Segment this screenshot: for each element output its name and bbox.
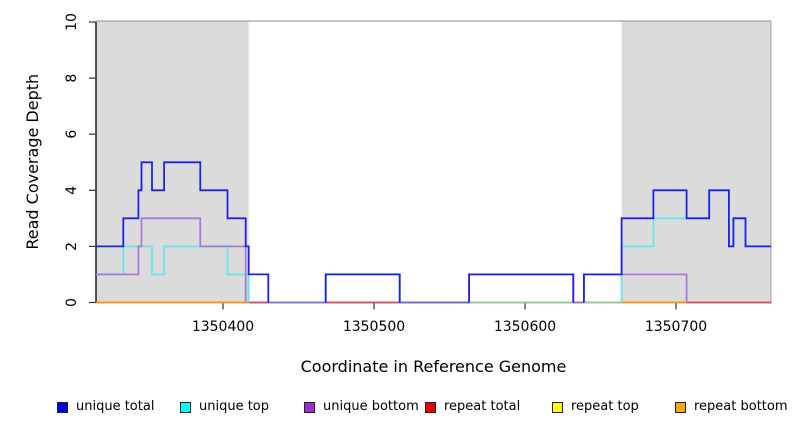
legend-item-unique-bottom: unique bottom xyxy=(304,399,419,415)
series-unique-top xyxy=(96,245,250,303)
legend: unique total unique top unique bottom repea… xyxy=(0,399,792,419)
repeat-region-right xyxy=(621,21,772,303)
series-unique-total xyxy=(324,273,401,303)
legend-swatch-unique-bottom xyxy=(304,401,315,413)
legend-label: unique bottom xyxy=(323,399,419,414)
legend-label: unique top xyxy=(199,399,270,414)
coverage-plot: 0 2 4 6 8 10 1350400 1350500 1350600 1350700 Read … xyxy=(23,13,772,376)
legend-swatch-repeat-top xyxy=(552,401,563,413)
legend-item-unique-top: unique top xyxy=(180,399,269,415)
legend-item-unique-total: unique total xyxy=(57,399,154,415)
legend-label: unique total xyxy=(76,399,155,414)
legend-label: repeat total xyxy=(444,399,521,414)
series-unique-total xyxy=(583,189,772,303)
legend-item-repeat-top: repeat top xyxy=(552,399,639,415)
legend-item-repeat-bottom: repeat bottom xyxy=(675,399,788,415)
series-unique-total xyxy=(96,161,270,303)
legend-swatch-unique-top xyxy=(180,401,191,413)
x-tick-label: 1350400 xyxy=(192,319,254,335)
legend-swatch-unique-total xyxy=(57,401,68,413)
series-unique-bottom xyxy=(468,273,575,303)
coverage-plot-svg: 0 2 4 6 8 10 1350400 1350500 1350600 1350700 Read … xyxy=(23,13,772,376)
x-tick-label: 1350600 xyxy=(494,319,556,335)
y-tick-label: 10 xyxy=(64,13,80,31)
legend-item-repeat-total: repeat total xyxy=(425,399,520,415)
y-tick-label: 0 xyxy=(64,298,80,307)
legend-swatch-repeat-total xyxy=(425,401,436,413)
series-unique-bottom xyxy=(96,217,247,303)
x-tick-label: 1350500 xyxy=(343,319,405,335)
x-axis-title: Coordinate in Reference Genome xyxy=(301,357,567,376)
y-tick-label: 4 xyxy=(64,186,80,195)
y-tick-label: 6 xyxy=(64,130,80,139)
y-tick-label: 2 xyxy=(64,242,80,251)
legend-label: repeat bottom xyxy=(694,399,788,414)
legend-swatch-repeat-bottom xyxy=(675,401,686,413)
series-unique-total xyxy=(468,273,575,303)
x-tick-label: 1350700 xyxy=(645,319,707,335)
legend-label: repeat top xyxy=(571,399,639,414)
y-axis-title: Read Coverage Depth xyxy=(23,74,42,250)
series-unique-top xyxy=(324,273,401,303)
y-tick-label: 8 xyxy=(64,74,80,83)
